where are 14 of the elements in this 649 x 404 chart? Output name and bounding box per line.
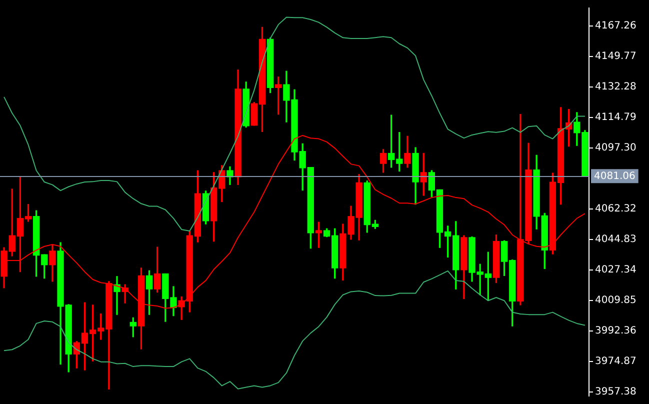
y-tick-label: 4149.77 (595, 50, 636, 62)
y-tick-label: 4097.30 (595, 142, 636, 154)
y-tick-label: 4044.83 (595, 234, 636, 245)
y-tick-label: 4027.34 (595, 264, 636, 276)
y-tick-label: 3992.36 (595, 325, 636, 336)
ref-line-label: 4081.06 (594, 170, 636, 182)
y-tick-label: 3974.87 (595, 356, 636, 367)
y-tick-label: 4167.26 (595, 20, 636, 32)
y-tick-label: 4062.32 (595, 203, 636, 214)
candlestick (114, 276, 120, 315)
y-tick-label: 3957.38 (595, 386, 636, 398)
y-tick-label: 4132.28 (595, 81, 636, 92)
y-tick-label: 4114.79 (595, 112, 636, 123)
y-tick-label: 4009.85 (595, 294, 636, 306)
